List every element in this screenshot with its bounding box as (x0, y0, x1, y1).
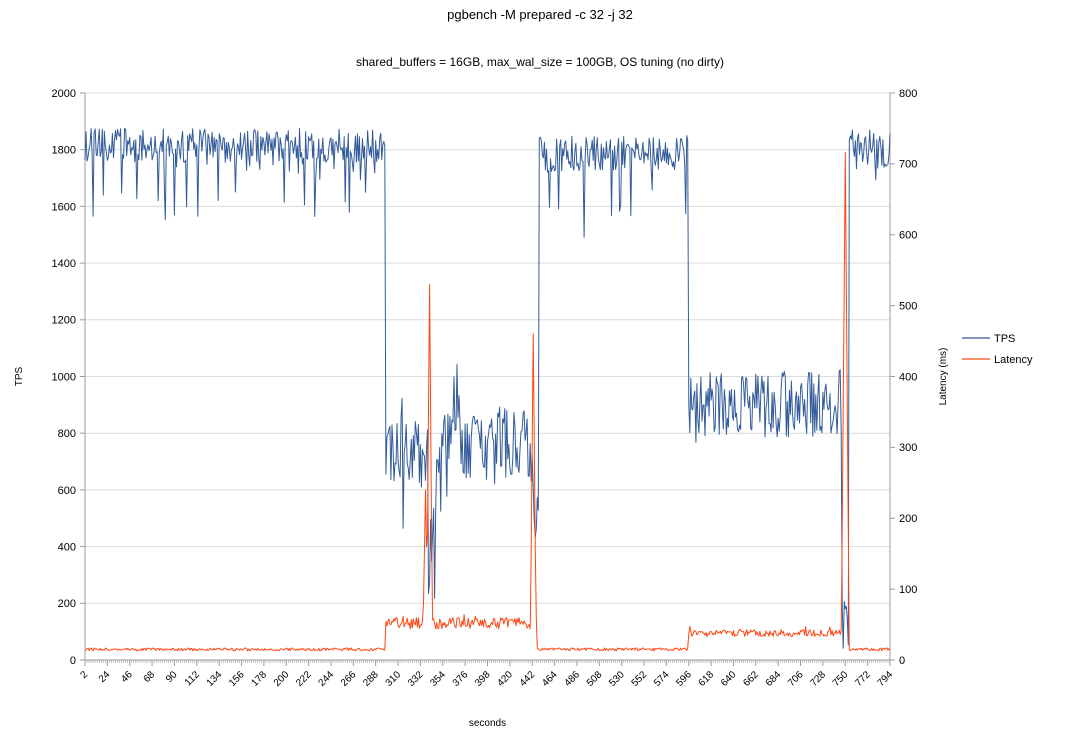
y-tick-label-left: 1400 (52, 258, 76, 270)
y-tick-label-right: 300 (899, 442, 917, 454)
x-tick-label: 486 (562, 669, 582, 689)
x-tick-label: 24 (97, 669, 113, 685)
y-tick-label-right: 500 (899, 300, 917, 312)
x-tick-label: 574 (652, 669, 672, 689)
x-tick-label: 354 (428, 669, 448, 689)
y-axis-left-labels: 0 200 400 600 800 1000 1200 1400 1600 1800 2000 (52, 88, 85, 667)
x-tick-label: 200 (272, 669, 292, 689)
x-tick-label: 2 (78, 669, 90, 681)
x-tick-label: 662 (741, 669, 761, 689)
x-tick-label: 508 (585, 669, 605, 689)
x-tick-label: 134 (205, 669, 225, 689)
x-tick-label: 728 (808, 669, 828, 689)
y-tick-label-right: 0 (899, 655, 905, 667)
y-tick-label-left: 0 (70, 655, 76, 667)
x-tick-label: 376 (451, 669, 471, 689)
x-tick-label: 772 (853, 669, 873, 689)
legend-label-latency: Latency (994, 354, 1033, 366)
x-tick-label: 332 (406, 669, 426, 689)
x-tick-label: 112 (183, 669, 202, 688)
legend-label-tps: TPS (994, 333, 1015, 345)
y-tick-label-left: 800 (58, 428, 76, 440)
y-axis-right-labels: 0 100 200 300 400 500 600 700 800 (890, 88, 917, 667)
gridlines (85, 92, 890, 661)
x-tick-label: 178 (249, 669, 269, 689)
y-tick-label-right: 700 (899, 159, 917, 171)
y-tick-label-right: 400 (899, 371, 917, 383)
x-tick-label: 618 (697, 669, 717, 689)
x-tick-label: 46 (119, 669, 135, 685)
x-tick-label: 68 (142, 669, 158, 685)
x-tick-label: 442 (518, 669, 538, 689)
y-tick-label-left: 1000 (52, 371, 76, 383)
series-line-latency (84, 152, 891, 652)
y-tick-label-left: 1600 (52, 201, 76, 213)
x-tick-label: 222 (294, 669, 314, 689)
x-tick-label: 530 (607, 669, 627, 689)
x-axis-labels: 2 24 46 68 90 112 134 156 178 200 222 244 266 288 310 3… (78, 660, 895, 689)
x-tick-label: 552 (630, 669, 650, 689)
x-tick-label: 420 (495, 669, 515, 689)
x-tick-label: 706 (786, 669, 806, 689)
series-line-tps (84, 128, 891, 649)
x-tick-label: 90 (164, 669, 180, 685)
y-axis-title-left: TPS (14, 366, 25, 386)
x-tick-label: 156 (227, 669, 247, 689)
x-axis-title: seconds (469, 718, 506, 729)
y-axis-title-right: Latency (ms) (938, 348, 949, 406)
x-tick-label: 464 (540, 669, 560, 689)
x-tick-label: 398 (473, 669, 493, 689)
x-tick-label: 310 (384, 669, 404, 689)
x-tick-label: 640 (719, 669, 739, 689)
y-tick-label-left: 2000 (52, 88, 76, 100)
x-tick-label: 266 (339, 669, 359, 689)
chart-subtitle: shared_buffers = 16GB, max_wal_size = 10… (356, 55, 724, 69)
x-tick-label: 596 (674, 669, 694, 689)
y-tick-label-right: 200 (899, 513, 917, 525)
legend: TPS Latency (962, 333, 1033, 366)
y-tick-label-left: 1800 (52, 145, 76, 157)
x-tick-label: 794 (876, 669, 896, 689)
x-tick-label: 288 (361, 669, 381, 689)
y-tick-label-right: 600 (899, 230, 917, 242)
x-tick-label: 750 (831, 669, 851, 689)
y-tick-label-left: 400 (58, 541, 76, 553)
y-tick-label-right: 800 (899, 88, 917, 100)
y-tick-label-left: 1200 (52, 315, 76, 327)
series (84, 128, 891, 652)
y-tick-label-right: 100 (899, 584, 917, 596)
chart-title: pgbench -M prepared -c 32 -j 32 (447, 7, 633, 22)
y-tick-label-left: 200 (58, 598, 76, 610)
x-tick-label: 244 (317, 669, 337, 689)
x-tick-label: 684 (764, 669, 784, 689)
y-tick-label-left: 600 (58, 485, 76, 497)
